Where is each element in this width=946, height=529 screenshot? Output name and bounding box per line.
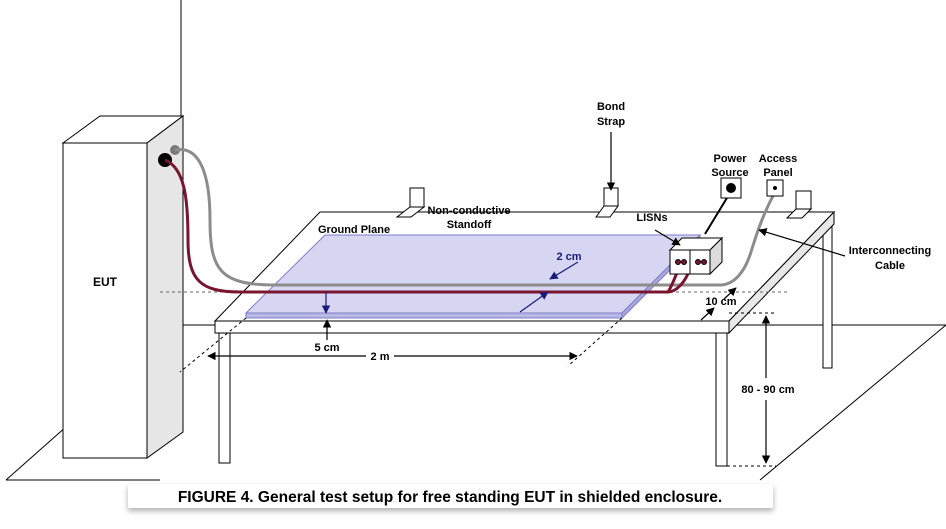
bond-strap-label-1: Bond [597, 101, 625, 113]
height-label: 80 - 90 cm [741, 384, 794, 396]
two-cm-dimension [321, 261, 579, 314]
standoff-label-1: Non-conductive [427, 205, 510, 217]
eut-label: EUT [93, 275, 118, 289]
standoff-label-2: Standoff [447, 219, 492, 231]
interconnecting-cable [174, 147, 777, 287]
figure-caption: FIGURE 4. General test setup for free st… [128, 484, 773, 508]
power-source-label-2: Source [711, 167, 748, 179]
non-conductive-standoffs [395, 187, 813, 219]
ground-plane-label: Ground Plane [318, 224, 390, 236]
access-panel [766, 179, 784, 197]
table-legs-front [218, 332, 728, 467]
bond-strap-label-2: Strap [597, 116, 625, 128]
power-source [720, 177, 742, 199]
access-panel-label-1: Access [759, 153, 798, 165]
interconnecting-cable-label-1: Interconnecting [849, 245, 932, 257]
eut-cabinet: EUT [61, 115, 185, 459]
ten-cm-label: 10 cm [705, 296, 736, 308]
access-panel-label-2: Panel [763, 167, 792, 179]
lisns-label: LISNs [636, 212, 667, 224]
lisn-boxes [668, 187, 734, 276]
interconnecting-cable-label-2: Cable [875, 260, 905, 272]
leader-arrows [606, 132, 846, 321]
power-cable [164, 158, 692, 294]
ground-plane [244, 233, 702, 320]
five-cm-label: 5 cm [314, 342, 339, 354]
two-m-label: 2 m [371, 351, 390, 363]
power-source-label-1: Power [713, 153, 747, 165]
two-cm-label: 2 cm [556, 251, 581, 263]
caption-text: FIGURE 4. General test setup for free st… [178, 489, 722, 506]
diagram-labels: Bond Strap Power Source Access Panel Non… [314, 101, 931, 396]
